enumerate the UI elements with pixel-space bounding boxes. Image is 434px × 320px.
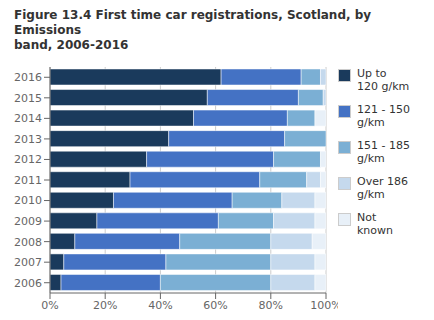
svg-text:2015: 2015 (14, 92, 42, 105)
html-text:151 - 185 g/km: 151 - 185 g/km (357, 139, 410, 165)
svg-text:2012: 2012 (14, 153, 42, 166)
svg-text:100%: 100% (310, 299, 338, 312)
svg-text:2011: 2011 (14, 174, 42, 187)
svg-text:2010: 2010 (14, 194, 42, 207)
svg-text:60%: 60% (203, 299, 227, 312)
svg-text:2007: 2007 (14, 256, 42, 269)
html-text:Figure 13.4 First time car reg: Figure 13.4 First time car registrations… (14, 8, 372, 52)
svg-text:2008: 2008 (14, 236, 42, 249)
svg-text:2006: 2006 (14, 277, 42, 290)
html-text:Up to 120 g/km: Up to 120 g/km (357, 67, 410, 93)
svg-text:2014: 2014 (14, 112, 42, 125)
html-text:Not known: Not known (357, 211, 393, 237)
svg-text:40%: 40% (148, 299, 172, 312)
svg-text:80%: 80% (259, 299, 283, 312)
svg-text:0%: 0% (41, 299, 58, 312)
svg-text:20%: 20% (93, 299, 117, 312)
html-text:Over 186 g/km: Over 186 g/km (357, 175, 408, 201)
svg-text:2009: 2009 (14, 215, 42, 228)
svg-text:2013: 2013 (14, 133, 42, 146)
html-text:121 - 150 g/km: 121 - 150 g/km (357, 103, 410, 129)
svg-text:2016: 2016 (14, 71, 42, 84)
